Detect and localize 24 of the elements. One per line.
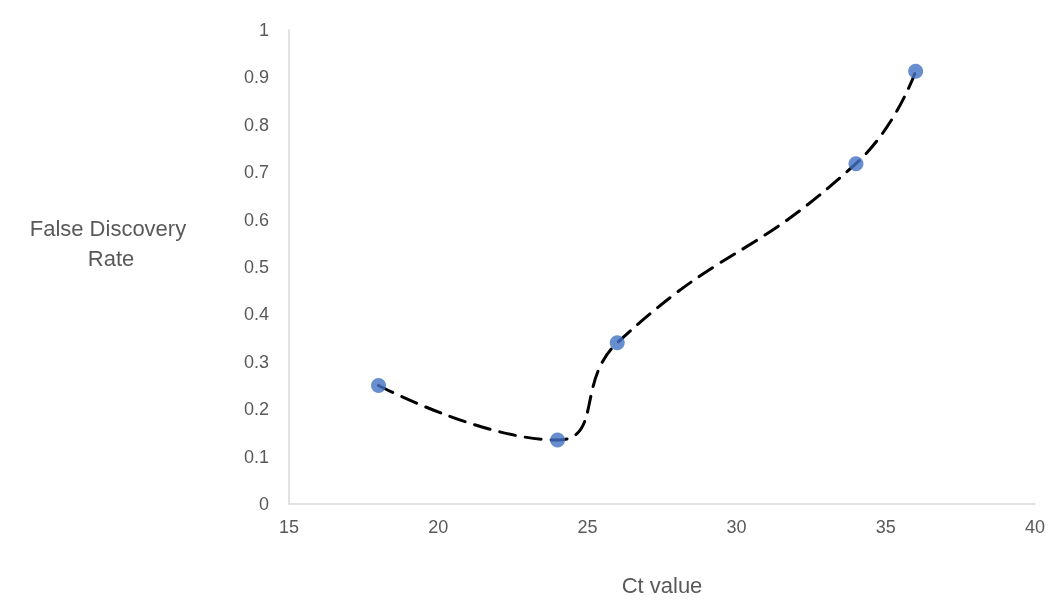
y-tick-label: 0.1 bbox=[243, 446, 269, 467]
point bbox=[848, 156, 864, 172]
y-tick-label: 0.3 bbox=[243, 351, 269, 372]
x-tick-label: 20 bbox=[428, 517, 449, 537]
x-tick-label: 35 bbox=[875, 517, 896, 537]
x-tick-label: 40 bbox=[1024, 517, 1046, 537]
point bbox=[550, 432, 566, 448]
y-tick-label: 0.7 bbox=[243, 162, 269, 183]
point bbox=[371, 378, 387, 393]
x-tick-label: 30 bbox=[726, 517, 747, 537]
y-tick-label: 0 bbox=[258, 494, 269, 514]
point bbox=[908, 63, 924, 79]
y-tick-label: 0.8 bbox=[243, 114, 269, 135]
y-tick-label: 1 bbox=[258, 20, 269, 40]
y-tick-label: 0.2 bbox=[243, 399, 269, 420]
x-tick-label: 25 bbox=[577, 517, 598, 537]
x-tick-label: 15 bbox=[278, 517, 300, 537]
y-axis-title: False Discovery Rate bbox=[29, 215, 193, 271]
y-tick-label: 0.9 bbox=[243, 67, 269, 88]
y-tick-label: 0.6 bbox=[243, 209, 269, 230]
point bbox=[609, 335, 625, 351]
x-axis-title: Ct value bbox=[621, 572, 703, 598]
y-tick-label: 0.5 bbox=[243, 257, 269, 277]
y-tick-label: 0.4 bbox=[243, 304, 269, 325]
